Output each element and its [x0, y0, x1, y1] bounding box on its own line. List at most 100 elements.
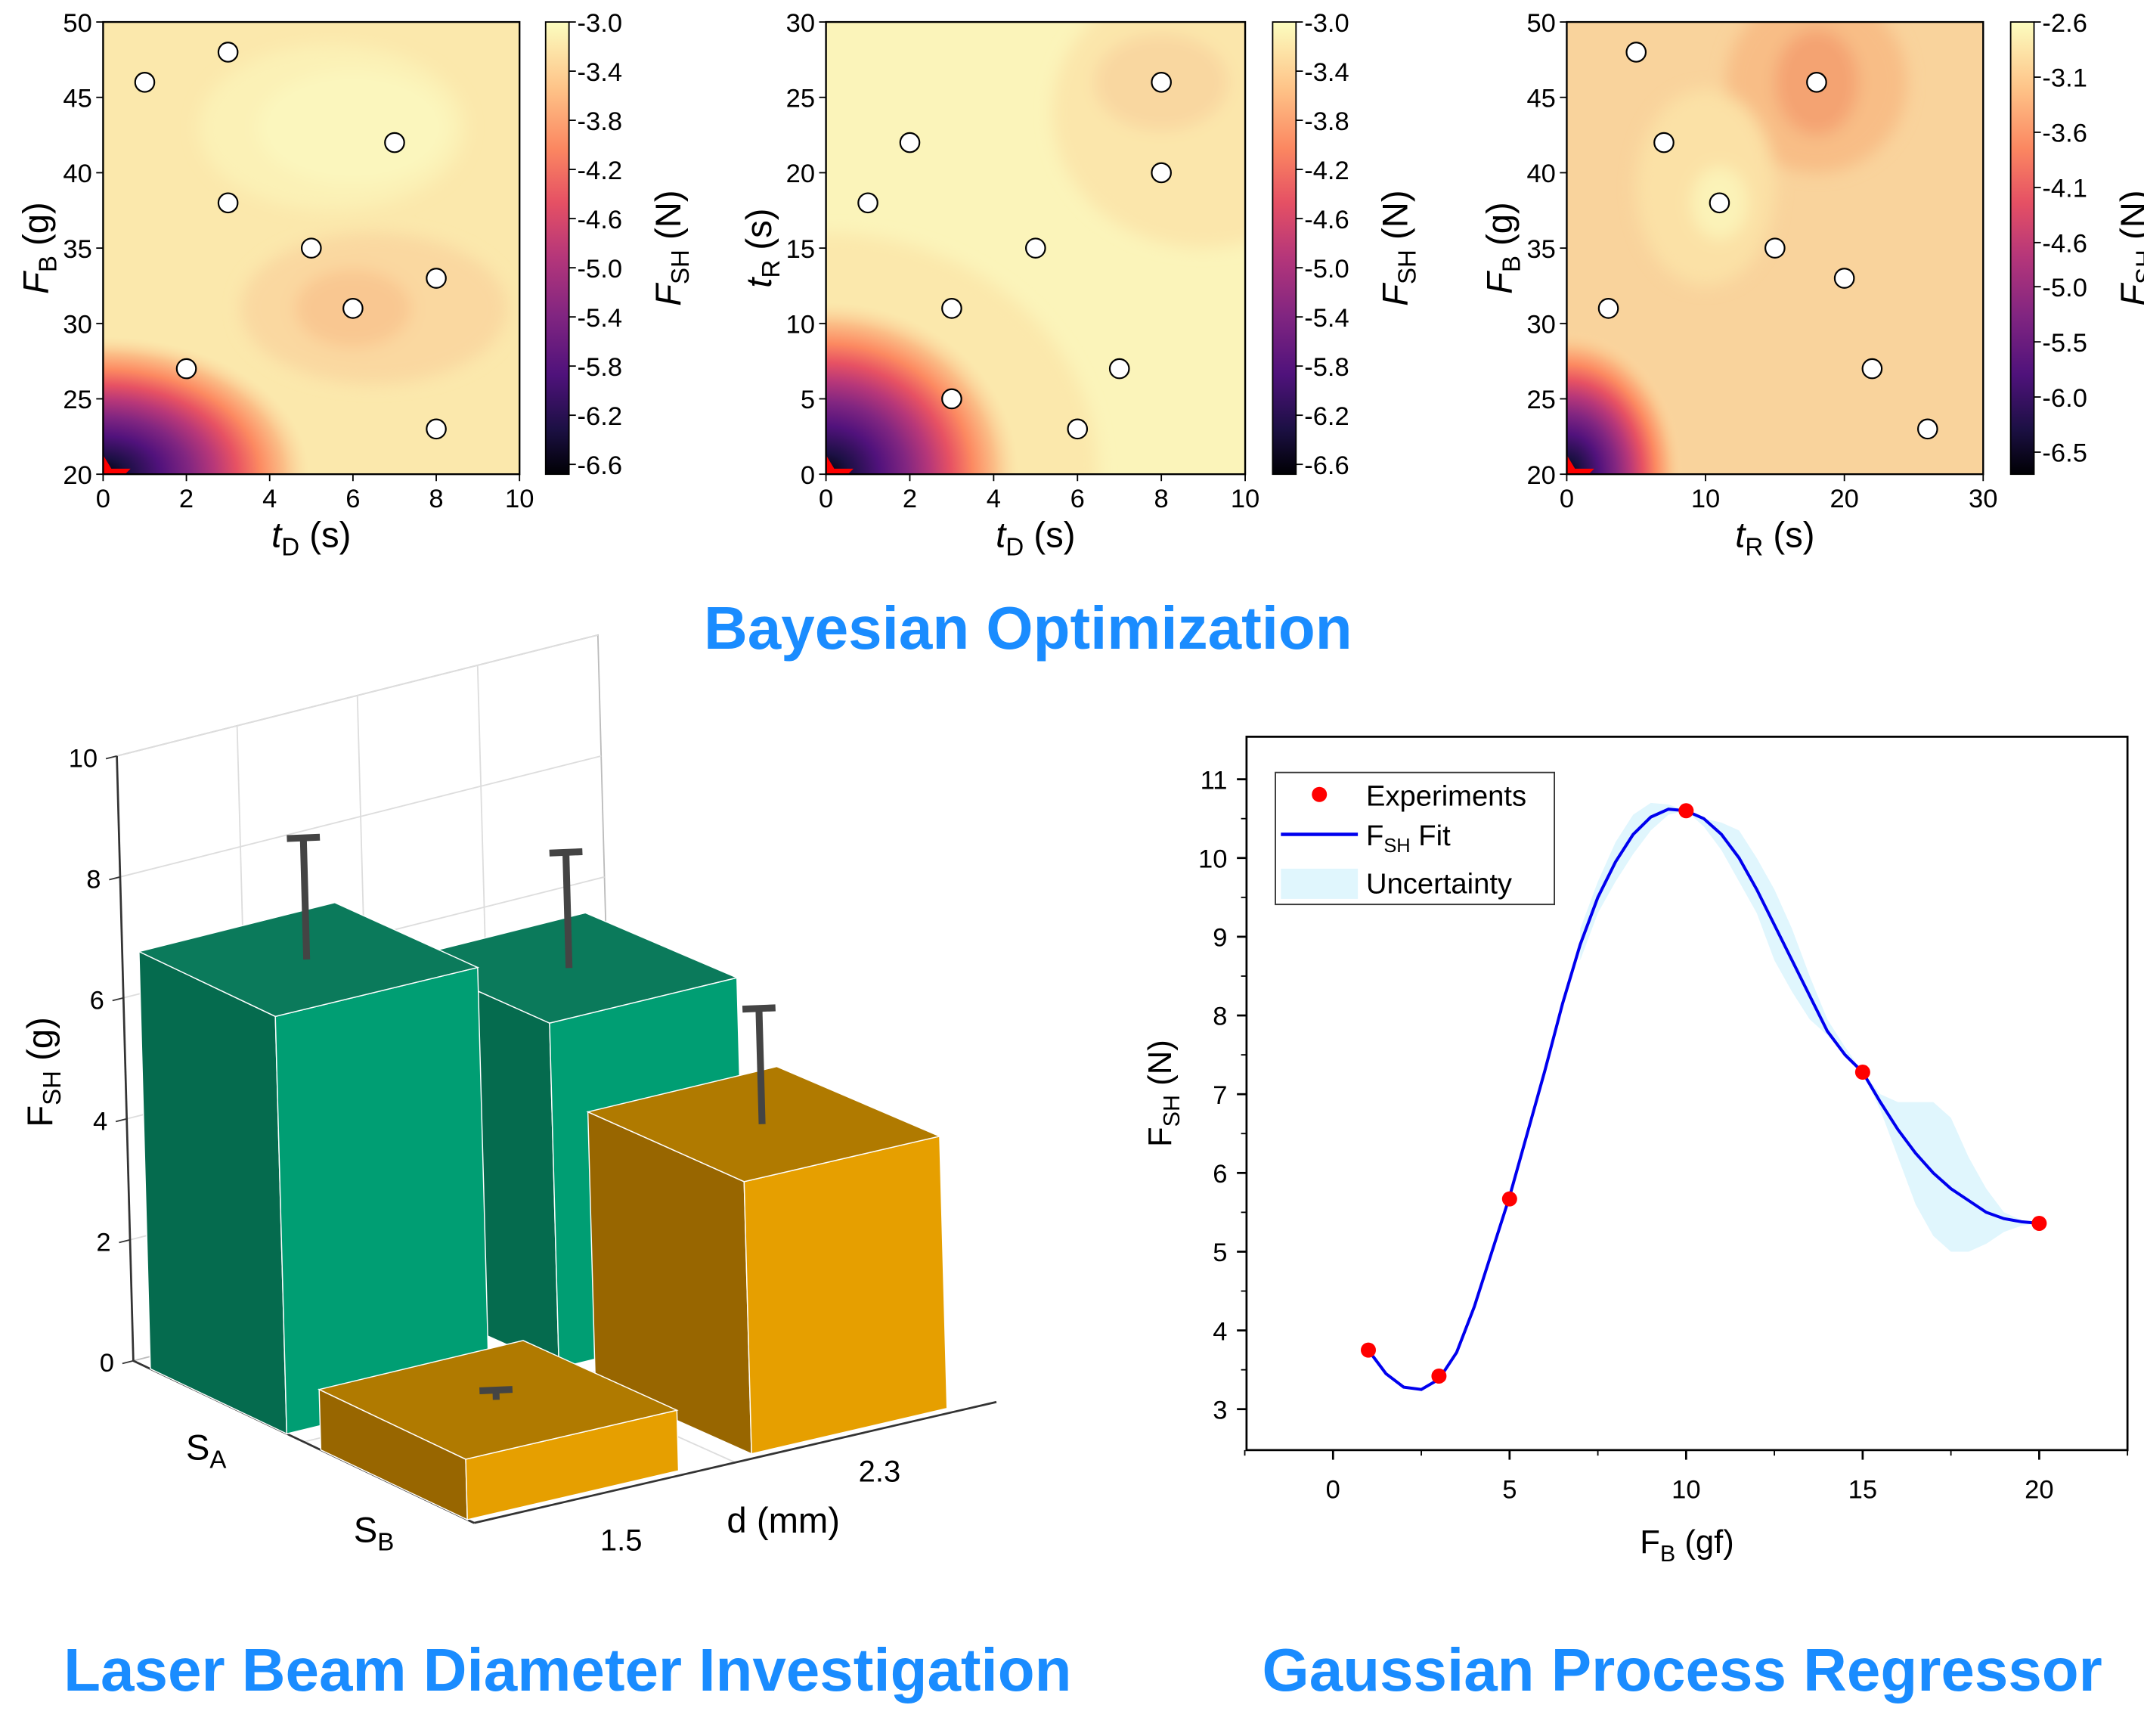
z-axis-label-main: F: [20, 1105, 60, 1127]
x-tick-label: 0: [96, 485, 110, 513]
colorbar-label-sub: SH: [1393, 250, 1421, 284]
colorbar-label-sub: SH: [667, 250, 695, 284]
bar-top-face: [137, 901, 480, 1018]
sample-point: [1764, 237, 1786, 259]
contour-surface: [826, 22, 1246, 475]
contour-surface: [103, 22, 520, 475]
sample-point: [941, 388, 962, 410]
colorbar-tick-label: -6.6: [1304, 451, 1349, 480]
y-tick-label: 11: [1201, 766, 1228, 795]
experiment-point: [2031, 1215, 2047, 1231]
y-axis-label-main: t: [739, 277, 779, 288]
y-tick-label: 40: [63, 160, 91, 188]
y-tick-label: 25: [1526, 386, 1555, 414]
x-tick-label: 10: [505, 485, 534, 513]
y-tick-label: 9: [1213, 924, 1227, 953]
colorbar: [1272, 21, 1297, 476]
legend: Experiments FSH Fit Uncertainty: [1275, 771, 1555, 906]
colorbar-tick-label: -3.0: [578, 9, 622, 38]
sample-point: [941, 298, 962, 319]
legend-fit-sub: SH: [1383, 835, 1410, 857]
y-axis-label: FB (g): [1480, 202, 1526, 294]
y-tick-label: 8: [1213, 1003, 1227, 1031]
z-axis-label-sub: SH: [39, 1071, 67, 1105]
z-axis-label: FSH (g): [20, 1017, 67, 1127]
sample-point: [342, 298, 364, 319]
colorbar-tick-label: -4.6: [578, 206, 622, 234]
x-tick-label: 0: [819, 485, 833, 513]
y-tick-label: 30: [63, 311, 91, 339]
experiment-point: [1431, 1368, 1447, 1384]
colorbar-tick-label: -5.4: [578, 304, 622, 333]
x-axis-label: tR (s): [1735, 516, 1814, 562]
y-axis-label-unit: (g): [17, 202, 57, 256]
colorbar-label-main: F: [1376, 282, 1416, 306]
z-tick-label: 8: [86, 865, 101, 894]
x-axis-label: tD (s): [271, 516, 351, 562]
x-axis-label-unit: (s): [299, 516, 351, 556]
y-tick-label: 10: [1198, 845, 1227, 873]
y-tick-label: 35: [63, 235, 91, 264]
s-category-label: SB: [354, 1511, 395, 1557]
z-tick: [122, 1359, 134, 1365]
y-tick-label: 6: [1213, 1160, 1227, 1189]
experiment-point: [1854, 1065, 1870, 1080]
x-tick-label: 2: [903, 485, 917, 513]
contour-surface: [1566, 22, 1984, 475]
z-tick-label: 2: [96, 1228, 110, 1257]
d-axis: [473, 1400, 997, 1524]
y-tick-label: 45: [1526, 84, 1555, 113]
error-bar: [562, 853, 573, 969]
title-gpr: Gaussian Process Regressor: [1263, 1636, 2102, 1703]
x-axis-label-sub: B: [1660, 1541, 1675, 1567]
error-bar-cap: [287, 833, 321, 842]
y-axis-label-main: F: [17, 270, 57, 294]
colorbar-tick-label: -5.8: [1304, 353, 1349, 382]
error-bar-cap: [742, 1004, 776, 1013]
y-tick-label: 25: [786, 84, 815, 113]
x-axis-label-sub: D: [281, 533, 299, 561]
y-tick-label: 3: [1213, 1396, 1227, 1424]
bar-top-face: [317, 1340, 679, 1460]
y-axis-label: FB (g): [17, 202, 63, 294]
contour-minimum-region: [1566, 330, 1684, 475]
y-axis-label: FSH (N): [1142, 1040, 1185, 1147]
z-tick: [105, 755, 117, 760]
sample-point: [1709, 192, 1730, 214]
sample-point: [1108, 358, 1130, 380]
legend-uncertainty-label: Uncertainty: [1366, 868, 1512, 901]
colorbar-tick-label: -5.4: [1304, 304, 1349, 333]
colorbar-label-main: F: [649, 282, 689, 306]
sample-point: [1151, 72, 1172, 93]
y-axis-label-sub: SH: [1159, 1095, 1185, 1127]
y-tick-label: 25: [63, 386, 91, 414]
s-category-label-main: S: [354, 1511, 378, 1551]
y-tick-label: 50: [1526, 9, 1555, 38]
x-tick-label: 20: [2025, 1476, 2053, 1505]
sample-point: [1653, 132, 1675, 153]
x-axis-label: tD (s): [996, 516, 1075, 562]
y-axis-label: tR (s): [739, 208, 785, 287]
colorbar-tick-label: -5.8: [578, 353, 622, 382]
sample-point: [1833, 268, 1855, 289]
x-tick-label: 8: [1154, 485, 1169, 513]
x-tick-label: 6: [345, 485, 360, 513]
bar-S_B-1.5: [317, 1340, 680, 1521]
z-tick-label: 10: [69, 744, 98, 773]
sample-point: [384, 132, 405, 153]
colorbar: [544, 21, 570, 476]
experiment-point: [1501, 1191, 1517, 1207]
colorbar-tick-label: -5.0: [578, 255, 622, 284]
x-tick-label: 10: [1691, 485, 1720, 513]
minimum-star-marker: [103, 454, 131, 475]
x-tick-label: 4: [987, 485, 1001, 513]
sample-point: [426, 418, 447, 440]
y-tick-label: 45: [63, 84, 91, 113]
s-category-label-main: S: [186, 1428, 210, 1468]
sample-point: [1625, 42, 1647, 63]
y-tick-label: 5: [801, 386, 815, 414]
colorbar-label-main: F: [2114, 282, 2144, 306]
bar-front-face: [743, 1135, 948, 1455]
